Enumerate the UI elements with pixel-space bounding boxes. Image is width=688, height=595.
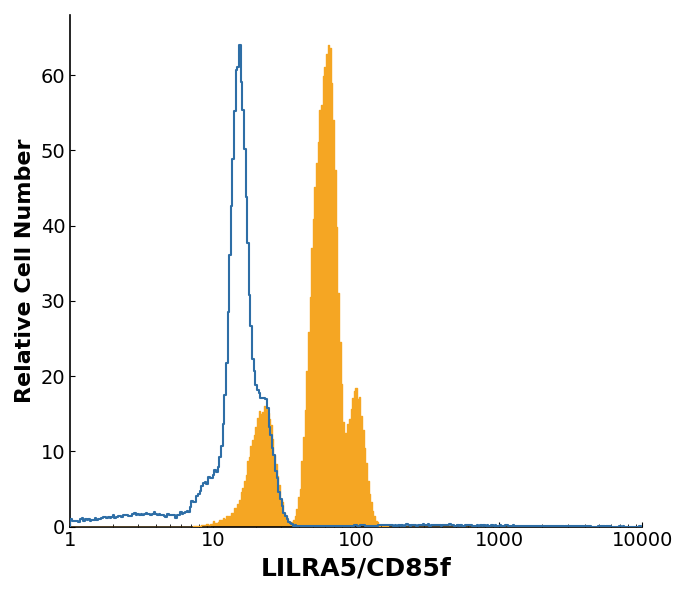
Polygon shape xyxy=(70,45,643,527)
X-axis label: LILRA5/CD85f: LILRA5/CD85f xyxy=(261,556,451,580)
Y-axis label: Relative Cell Number: Relative Cell Number xyxy=(15,139,35,403)
